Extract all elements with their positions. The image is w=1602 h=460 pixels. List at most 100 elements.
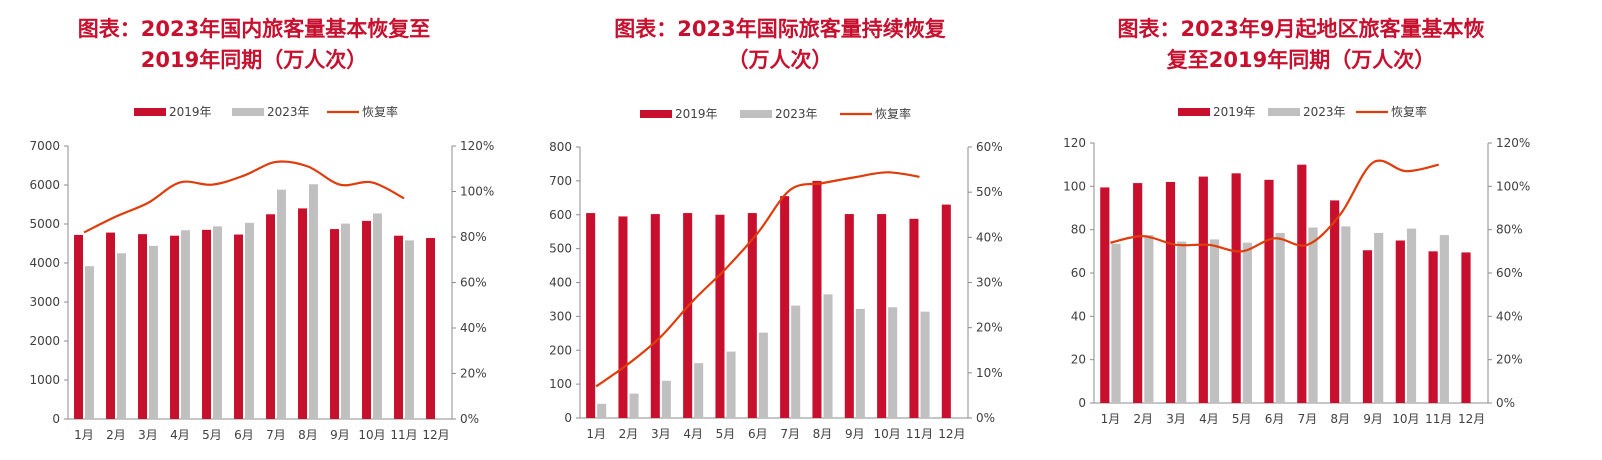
bar-2019-5: [1231, 173, 1241, 403]
y2-tick-label: 80%: [460, 230, 487, 244]
x-tick-label: 1月: [586, 427, 606, 441]
chart-title-line-1: 图表：2023年国际旅客量持续恢复: [614, 17, 946, 41]
y2-tick-label: 60%: [460, 276, 487, 290]
y-tick-label: 100: [1063, 179, 1086, 193]
x-tick-label: 2月: [106, 428, 126, 442]
bar-2019-1: [74, 234, 83, 419]
y2-tick-label: 40%: [976, 230, 1003, 244]
x-tick-label: 2月: [619, 427, 639, 441]
bar-2023-4: [181, 230, 190, 419]
chart-title-line-1: 图表：2023年国内旅客量基本恢复至: [77, 17, 431, 41]
y-tick-label: 2000: [29, 334, 60, 348]
bar-2019-2: [1133, 183, 1143, 403]
x-tick-label: 3月: [138, 428, 158, 442]
bar-2019-7: [266, 214, 275, 419]
bar-2023-3: [661, 380, 671, 418]
y-tick-label: 600: [549, 208, 572, 222]
chart-title: 图表：2023年国内旅客量基本恢复至 2019年同期（万人次）: [0, 14, 520, 76]
x-tick-label: 11月: [906, 427, 933, 441]
legend-label-2023: 2023年: [267, 105, 310, 119]
y2-tick-label: 30%: [976, 276, 1003, 290]
legend-label-rate: 恢复率: [1391, 104, 1427, 119]
y-tick-label: 0: [564, 411, 572, 425]
bar-2023-3: [149, 245, 158, 419]
bar-2019-6: [234, 234, 243, 419]
bar-2019-5: [715, 214, 725, 418]
x-tick-label: 4月: [1199, 412, 1219, 426]
x-tick-label: 9月: [845, 427, 865, 441]
y-tick-label: 60: [1071, 266, 1086, 280]
x-tick-label: 6月: [1265, 412, 1285, 426]
y-tick-label: 80: [1071, 223, 1086, 237]
bar-2019-1: [1100, 187, 1110, 403]
bar-2019-11: [909, 218, 919, 418]
bar-2023-2: [1144, 235, 1154, 403]
y-tick-label: 700: [549, 174, 572, 188]
y-tick-label: 200: [549, 343, 572, 357]
x-tick-label: 7月: [266, 428, 286, 442]
y2-tick-label: 20%: [976, 321, 1003, 335]
x-tick-label: 3月: [1166, 412, 1186, 426]
bar-2019-8: [1330, 200, 1340, 403]
chart-title-line-2: （万人次）: [727, 48, 833, 72]
bar-2019-7: [1297, 164, 1307, 403]
chart-panel-domestic: 图表：2023年国内旅客量基本恢复至 2019年同期（万人次） 0 1000 200…: [0, 0, 532, 460]
y2-tick-label: 60%: [1496, 266, 1523, 280]
bar-2023-2: [629, 393, 639, 418]
recovery-rate-line: [1110, 159, 1439, 253]
legend-swatch-2019: [640, 110, 672, 118]
bar-2019-5: [202, 229, 211, 419]
bar-2023-11: [920, 311, 930, 418]
bar-2019-12: [941, 204, 951, 418]
y-tick-label: 0: [52, 412, 60, 426]
x-tick-label: 11月: [1425, 412, 1452, 426]
y2-tick-label: 0%: [976, 411, 995, 425]
bar-2023-10: [373, 213, 382, 419]
y2-tick-label: 50%: [976, 185, 1003, 199]
bar-2023-8: [1341, 226, 1351, 403]
bar-2019-9: [330, 229, 339, 419]
x-tick-label: 5月: [202, 428, 222, 442]
bar-2023-11: [1439, 235, 1449, 403]
bar-2023-9: [1374, 232, 1384, 403]
chart-title-line-1: 图表：2023年9月起地区旅客量基本恢: [1117, 17, 1485, 41]
x-tick-label: 6月: [748, 427, 768, 441]
chart-title-line-2: 复至2019年同期（万人次）: [1166, 48, 1436, 72]
legend-swatch-2019: [1178, 108, 1210, 116]
bar-2019-10: [362, 220, 371, 419]
bar-2023-1: [597, 403, 607, 418]
bar-2023-7: [791, 305, 801, 418]
bar-2019-1: [586, 213, 596, 418]
y2-tick-label: 60%: [976, 140, 1003, 154]
y-tick-label: 1000: [29, 373, 60, 387]
bar-2019-7: [780, 196, 790, 418]
chart-title-line-2: 2019年同期（万人次）: [140, 48, 368, 72]
bar-2023-11: [405, 240, 414, 419]
y2-tick-label: 40%: [460, 321, 487, 335]
x-tick-label: 12月: [1458, 412, 1485, 426]
legend-label-2019: 2019年: [169, 105, 212, 119]
x-tick-label: 5月: [1232, 412, 1252, 426]
bar-2019-10: [1395, 240, 1405, 403]
recovery-rate-line: [595, 171, 920, 388]
y-tick-label: 40: [1071, 309, 1086, 323]
bar-2019-8: [812, 180, 822, 418]
bar-2019-6: [747, 213, 757, 418]
bar-2019-11: [394, 235, 403, 419]
x-tick-label: 4月: [170, 428, 190, 442]
y-tick-label: 7000: [29, 139, 60, 153]
bar-2019-12: [1461, 252, 1471, 403]
bar-2023-6: [1275, 232, 1285, 403]
bar-2023-3: [1177, 241, 1187, 403]
y-tick-label: 0: [1078, 396, 1086, 410]
x-tick-label: 10月: [358, 428, 385, 442]
bar-2023-8: [309, 184, 318, 419]
y-tick-label: 800: [549, 140, 572, 154]
x-tick-label: 11月: [390, 428, 417, 442]
y-tick-label: 100: [549, 377, 572, 391]
bar-2019-3: [138, 234, 147, 419]
x-tick-label: 1月: [1101, 412, 1121, 426]
y-tick-label: 120: [1063, 136, 1086, 150]
y2-tick-label: 120%: [1496, 136, 1530, 150]
x-tick-label: 7月: [1298, 412, 1318, 426]
